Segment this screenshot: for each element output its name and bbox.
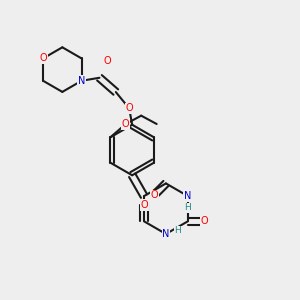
Text: O: O — [150, 190, 158, 200]
Text: O: O — [39, 53, 47, 64]
Text: N: N — [184, 191, 191, 201]
Text: O: O — [200, 216, 208, 226]
Text: H: H — [174, 226, 181, 236]
Text: N: N — [162, 229, 169, 239]
Text: O: O — [140, 200, 148, 210]
Text: O: O — [122, 119, 130, 129]
Text: O: O — [103, 56, 111, 66]
Text: N: N — [78, 76, 85, 86]
Text: H: H — [184, 203, 191, 212]
Text: O: O — [125, 103, 133, 113]
